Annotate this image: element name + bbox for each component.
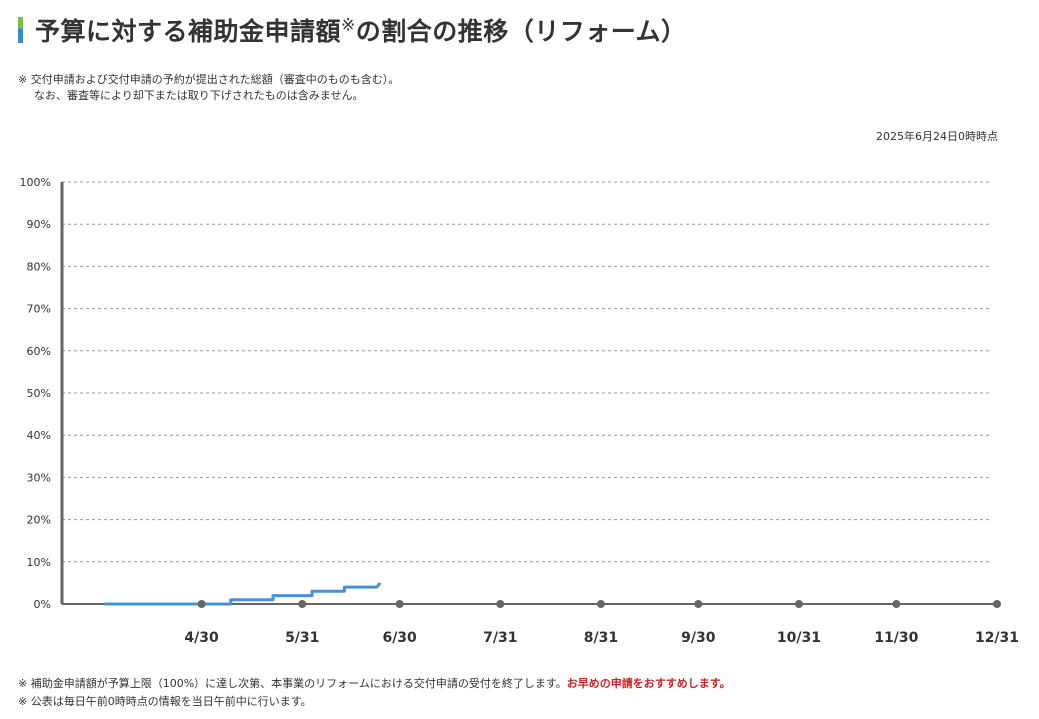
label-layer: 0% 10% 20% 30% 40% 50% 60% 70% 80% 90% 100% 4/30 5/3… [20,176,1019,646]
marker-layer [197,600,1001,608]
x-tick-marker [298,600,307,608]
bottom-note-line1: ※ 補助金申請額が予算上限（100%）に達し次第、本事業のリフォームにおける交付… [18,677,731,690]
x-tick-label: 6/30 [382,630,417,646]
x-tick-label: 12/31 [975,630,1019,646]
x-tick-label: 8/31 [584,630,618,646]
top-note-line1: ※ 交付申請および交付申請の予約が提出された総額（審査中のものも含む）。 [18,73,400,86]
page-title: 予算に対する補助金申請額※の割合の推移（リフォーム） [18,12,687,48]
y-tick-label: 30% [27,471,51,484]
x-tick-marker [496,600,505,608]
x-tick-label: 4/30 [184,630,219,646]
x-tick-marker [395,600,404,608]
bottom-note-line2: ※ 公表は毎日午前0時時点の情報を当日午前中に行います。 [18,695,312,708]
y-tick-label: 100% [20,176,51,189]
chart: 0% 10% 20% 30% 40% 50% 60% 70% 80% 90% 100% 4/30 5/3… [20,176,1019,646]
recommendation-text: お早めの申請をおすすめします。 [566,677,731,690]
x-tick-marker [794,600,803,608]
x-tick-label: 7/31 [483,630,517,646]
y-tick-label: 50% [27,387,51,400]
y-tick-label: 0% [34,598,51,611]
x-tick-marker [596,600,605,608]
y-tick-label: 40% [27,429,51,442]
x-tick-label: 11/30 [874,630,918,646]
y-tick-label: 20% [27,514,51,527]
x-tick-marker [197,600,206,608]
x-tick-marker [993,600,1001,608]
y-tick-label: 80% [27,260,51,273]
grid-layer [62,181,990,563]
y-tick-label: 60% [27,345,51,358]
series-layer [104,581,382,606]
title-accent-bar [18,17,23,43]
x-tick-label: 5/31 [285,630,319,646]
series-line [104,581,382,606]
title-note-mark: ※ [341,15,356,36]
as-of-timestamp: 2025年6月24日0時時点 [876,130,998,143]
top-note-line2: なお、審査等により却下または取り下げされたものは含みません。 [34,89,364,102]
x-tick-label: 10/31 [777,630,821,646]
top-note: ※ 交付申請および交付申請の予約が提出された総額（審査中のものも含む）。 なお、… [18,72,399,104]
y-tick-label: 90% [27,218,51,231]
x-tick-label: 9/30 [681,630,716,646]
y-tick-label: 10% [27,556,51,569]
y-tick-label: 70% [27,303,51,316]
title-text: 予算に対する補助金申請額※の割合の推移（リフォーム） [35,15,687,46]
x-tick-marker [694,600,703,608]
bottom-note: ※ 補助金申請額が予算上限（100%）に達し次第、本事業のリフォームにおける交付… [18,675,731,711]
x-tick-marker [892,600,901,608]
